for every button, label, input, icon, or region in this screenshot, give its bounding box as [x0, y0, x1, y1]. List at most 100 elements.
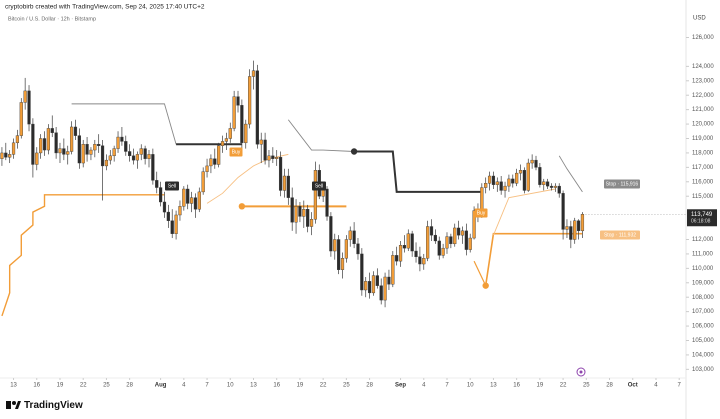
indicator-line	[484, 232, 583, 286]
candle-body	[329, 216, 333, 252]
logo-text: TradingView	[24, 400, 83, 411]
candle-body	[286, 175, 290, 198]
candle-body	[66, 151, 70, 155]
candle-body	[499, 181, 503, 191]
candle-body	[449, 236, 453, 245]
x-tick-label: Sep	[395, 383, 406, 389]
candle-body	[11, 142, 16, 155]
candle-body	[472, 210, 476, 239]
candle-body	[143, 148, 147, 159]
annotation-box	[474, 208, 488, 218]
candle-body	[511, 178, 515, 184]
candle-body	[445, 236, 449, 249]
y-tick-label: 123,000	[692, 78, 714, 84]
candle-body	[453, 227, 457, 245]
candle-body	[159, 187, 163, 203]
candle-body	[50, 128, 54, 133]
x-tick-label: 10	[227, 383, 234, 389]
x-tick-label: 16	[513, 383, 520, 389]
candle-body	[124, 141, 128, 152]
candle-body	[371, 275, 376, 294]
y-tick-label: 124,000	[692, 64, 714, 70]
x-tick-label: 10	[467, 383, 474, 389]
candle-body	[139, 148, 143, 155]
x-tick-label: 13	[250, 383, 257, 389]
candle-body	[151, 154, 155, 181]
annotation-box	[229, 147, 243, 157]
candle-body	[356, 243, 360, 255]
candle-body	[441, 247, 445, 256]
candle-body	[0, 152, 4, 159]
annotation-text: Stop · 115,916	[606, 181, 639, 187]
candle-body	[120, 136, 124, 142]
x-tick-label: Aug	[155, 383, 167, 389]
candle-body	[313, 170, 318, 220]
candle-body	[220, 141, 225, 146]
y-tick-label: 115,000	[692, 194, 714, 200]
candle-body	[468, 237, 472, 250]
y-tick-label: 120,000	[692, 122, 714, 128]
candle-body	[186, 188, 190, 204]
x-tick-label: 22	[560, 383, 567, 389]
candle-body	[375, 275, 379, 286]
header-title: cryptobirb created with TradingView.com,…	[5, 4, 205, 11]
candle-body	[406, 233, 410, 249]
candle-body	[135, 154, 139, 161]
x-tick-label: 19	[297, 383, 304, 389]
candle-body	[217, 145, 221, 165]
annotation-box	[600, 230, 640, 240]
candle-body	[561, 193, 565, 230]
candle-body	[205, 165, 209, 172]
candle-body	[209, 158, 213, 167]
candle-body	[484, 183, 488, 188]
candle-body	[379, 285, 383, 301]
candle-body	[418, 256, 422, 265]
candle-body	[573, 220, 577, 240]
candle-body	[93, 144, 97, 151]
candle-body	[193, 197, 198, 210]
purple-icon	[576, 367, 586, 377]
candle-body	[244, 123, 248, 144]
candles	[0, 60, 585, 308]
x-tick-label: 13	[490, 383, 497, 389]
indicator-line	[1, 194, 165, 317]
indicator-line	[558, 155, 583, 193]
candle-body	[31, 123, 35, 165]
candle-body	[178, 206, 182, 216]
candle-body	[557, 185, 561, 194]
candle-body	[565, 226, 569, 230]
candle-body	[464, 230, 468, 250]
candle-body	[182, 188, 186, 207]
candle-body	[402, 245, 407, 249]
candle-body	[337, 239, 341, 270]
candle-body	[131, 155, 136, 161]
candle-body	[542, 181, 546, 185]
candle-body	[495, 181, 499, 185]
x-tick-label: 22	[320, 383, 327, 389]
y-tick-label: 106,000	[692, 324, 714, 330]
candle-body	[391, 255, 395, 285]
annotation-text: Buy	[232, 149, 241, 155]
candle-body	[398, 245, 403, 262]
candle-body	[553, 185, 557, 188]
candle-body	[275, 157, 279, 159]
candle-body	[325, 188, 329, 217]
candle-body	[147, 154, 151, 159]
x-tick-label: 16	[33, 383, 40, 389]
x-tick-label: 4	[182, 383, 186, 389]
x-tick-label: 16	[273, 383, 280, 389]
candle-body	[507, 178, 511, 187]
y-tick-label: 103,000	[692, 367, 714, 373]
last-price-label: 113,749	[691, 212, 713, 218]
candle-body	[367, 281, 372, 294]
candle-body	[236, 96, 240, 106]
candle-body	[290, 197, 294, 223]
candle-body	[108, 155, 112, 161]
indicator-line	[493, 188, 556, 236]
annotation-box	[312, 181, 326, 191]
chart-subtitle: Bitcoin / U.S. Dollar · 12h · Bitstamp	[8, 16, 96, 22]
y-tick-label: 118,000	[692, 151, 714, 157]
candle-body	[294, 206, 298, 223]
candle-body	[224, 138, 228, 142]
